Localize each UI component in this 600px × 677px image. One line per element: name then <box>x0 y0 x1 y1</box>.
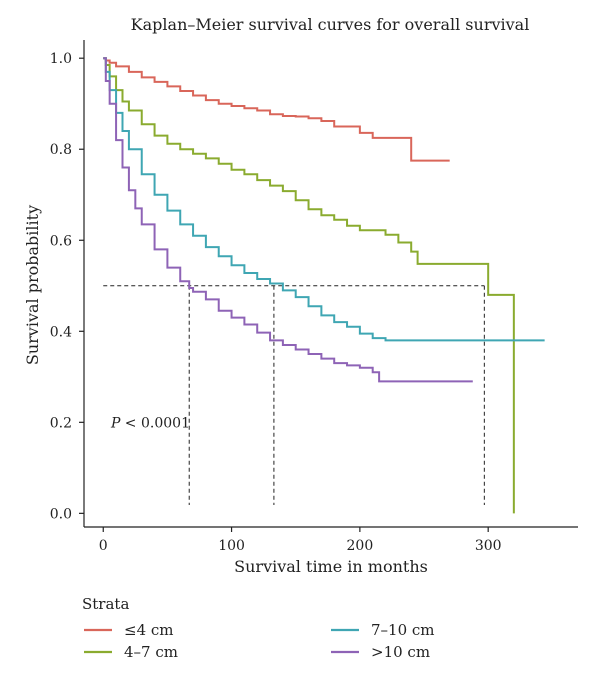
x-tick-label: 100 <box>218 538 245 554</box>
survival-curve <box>103 57 473 383</box>
x-tick-label: 0 <box>99 538 108 554</box>
p-value-annotation: P < 0.0001 <box>110 415 190 431</box>
survival-curves <box>103 57 545 514</box>
legend-label: ≤4 cm <box>124 621 174 639</box>
chart-title: Kaplan–Meier survival curves for overall… <box>131 15 530 34</box>
y-tick-label: 0.0 <box>50 506 72 522</box>
legend-title: Strata <box>82 595 129 613</box>
legend: Strata ≤4 cm 7–10 cm 4–7 cm >10 cm <box>82 595 435 661</box>
x-tick-label: 300 <box>475 538 502 554</box>
y-axis-label: Survival probability <box>23 205 42 365</box>
x-axis-label: Survival time in months <box>234 557 428 576</box>
legend-label: >10 cm <box>371 643 430 661</box>
y-tick-label: 0.8 <box>50 142 72 158</box>
legend-label: 4–7 cm <box>124 643 178 661</box>
reference-lines <box>103 285 485 505</box>
y-tick-label: 0.4 <box>50 324 72 340</box>
survival-curve <box>103 57 515 514</box>
survival-curve <box>103 57 450 162</box>
y-tick-label: 0.6 <box>50 233 72 249</box>
survival-curve <box>103 57 545 342</box>
p-value-letter: P <box>110 415 121 431</box>
p-value-text: < 0.0001 <box>120 415 190 431</box>
y-tick-label: 1.0 <box>50 51 72 67</box>
axes <box>83 40 578 528</box>
legend-label: 7–10 cm <box>371 621 435 639</box>
x-tick-label: 200 <box>347 538 374 554</box>
y-tick-label: 0.2 <box>50 415 72 431</box>
tick-marks: 0 100 200 300 0.0 0.2 0.4 0.6 0.8 1.0 <box>50 51 502 554</box>
